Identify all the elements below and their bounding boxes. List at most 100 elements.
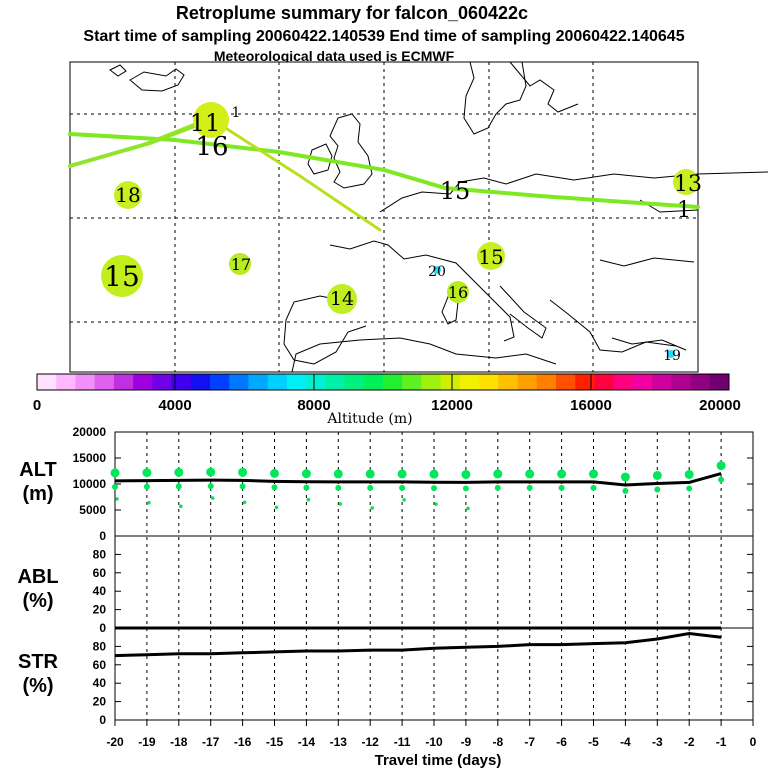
alt-cluster-dot — [399, 484, 406, 491]
alt-cluster-dot — [239, 483, 246, 490]
x-tick-label: -20 — [106, 735, 124, 749]
plume-label: 1 — [232, 105, 241, 121]
alt-y-axis: 20000 15000 10000 5000 0 — [73, 425, 753, 543]
x-tick-label: -6 — [556, 735, 567, 749]
colorbar-cell — [536, 374, 557, 390]
x-tick-label: -11 — [394, 735, 411, 749]
colorbar-cell — [440, 374, 461, 390]
alt-cluster-dot — [684, 469, 694, 479]
x-axis-label: Travel time (days) — [375, 752, 502, 768]
y-tick-label: 20 — [93, 603, 107, 617]
alt-cluster-dot — [493, 469, 503, 479]
alt-cluster-dot — [622, 488, 629, 495]
alt-cluster-dot — [367, 484, 374, 491]
plume-label: 11 — [190, 109, 221, 137]
alt-cluster-dot — [270, 468, 279, 478]
colorbar-cell — [594, 374, 615, 390]
alt-cluster-dot — [210, 496, 215, 500]
y-tick-label: 20 — [93, 695, 107, 709]
alt-cluster-dot — [431, 485, 437, 492]
plume-marker — [229, 253, 251, 275]
y-tick-label: 60 — [93, 566, 107, 580]
x-tick-label: -14 — [298, 735, 316, 749]
alt-cluster-dot — [557, 469, 567, 479]
colorbar-cell — [133, 374, 153, 390]
colorbar-tick: 8000 — [297, 397, 330, 414]
x-tick-label: -19 — [138, 735, 156, 749]
str-line — [114, 631, 722, 658]
x-tick-label: -18 — [170, 735, 188, 749]
plume-label: 1 — [677, 198, 691, 223]
colorbar-cell — [459, 374, 480, 390]
x-tick-label: -13 — [330, 735, 348, 749]
x-tick-label: -9 — [461, 735, 472, 749]
colorbar-cell — [402, 374, 422, 390]
colorbar-cell — [113, 374, 134, 390]
alt-cluster-dot — [466, 506, 470, 511]
alt-cluster-dot — [558, 484, 565, 491]
y-tick-label: 15000 — [73, 451, 107, 465]
alt-cluster-dot — [274, 505, 279, 510]
alt-cluster-dot — [238, 467, 248, 477]
plume-marker — [477, 242, 505, 270]
alt-cluster-dot — [301, 469, 311, 479]
plume-marker — [447, 281, 469, 303]
colorbar-cell — [363, 374, 384, 390]
map-graticule — [70, 62, 698, 372]
y-tick-label: 40 — [93, 676, 107, 690]
plume-marker — [433, 266, 441, 274]
colorbar-cell — [652, 374, 672, 390]
x-tick-label: -15 — [266, 735, 284, 749]
plume-marker — [667, 350, 675, 358]
colorbar-cell — [344, 374, 365, 390]
plume-marker — [327, 284, 357, 314]
colorbar-cell — [267, 374, 288, 390]
alt-cluster-dot — [110, 468, 120, 478]
alt-cluster-dot — [115, 497, 119, 501]
colorbar-frame — [36, 373, 730, 391]
alt-unit: (m) — [22, 483, 53, 505]
alt-cluster-dot — [652, 470, 662, 480]
str-panel: STR (%) 80 60 40 20 0 — [18, 631, 753, 727]
plume-label: 16 — [448, 283, 468, 302]
plume-label: 15 — [104, 260, 140, 293]
abl-panel: ABL (%) 80 60 40 20 0 — [17, 547, 753, 635]
alt-cluster-dot — [147, 500, 151, 505]
plume-label: 19 — [663, 348, 681, 364]
alt-cluster-dot — [429, 469, 439, 479]
colorbar-cell — [152, 374, 173, 390]
colorbar-cell — [286, 374, 307, 390]
x-tick-label: -12 — [362, 735, 380, 749]
x-tick-label: -7 — [524, 735, 535, 749]
colorbar-cell — [383, 374, 403, 390]
plume-label: 20 — [428, 264, 446, 280]
y-tick-label: 60 — [93, 658, 107, 672]
colorbar-tick: 4000 — [158, 397, 191, 414]
alt-cluster-dot — [335, 484, 342, 491]
alt-cluster-dot — [718, 476, 725, 483]
colorbar-cell — [171, 374, 192, 390]
plume-label: 15 — [478, 245, 503, 269]
colorbar-cell — [498, 374, 519, 390]
y-tick-label: 40 — [93, 584, 107, 598]
alt-cluster-dot — [397, 469, 407, 479]
alt-cluster-dot — [402, 498, 406, 502]
alt-cluster-dot — [175, 483, 182, 490]
abl-unit: (%) — [22, 590, 53, 612]
x-tick-label: -10 — [425, 735, 443, 749]
colorbar-cell — [709, 374, 730, 390]
alt-cluster-dot — [589, 469, 598, 479]
alt-cluster-dot — [206, 467, 216, 477]
plume-markers — [101, 102, 699, 358]
alt-cluster-dot — [654, 486, 661, 493]
colorbar-cell — [94, 374, 115, 390]
colorbar-tick: 16000 — [570, 397, 612, 414]
alt-cluster-dot — [306, 497, 311, 502]
colorbar-cell — [325, 374, 346, 390]
str-label: STR — [18, 651, 59, 673]
alt-cluster-dot — [242, 500, 247, 505]
colorbar-cells — [37, 374, 730, 390]
y-tick-label: 5000 — [79, 503, 106, 517]
